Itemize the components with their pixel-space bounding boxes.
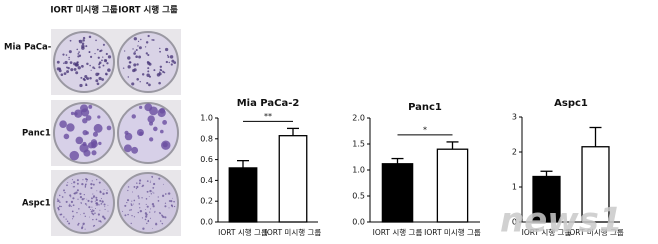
significance-label: ** [264, 112, 272, 121]
chart-title: Panc1 [408, 102, 442, 113]
plate [115, 100, 181, 166]
bar [436, 148, 469, 223]
bar [581, 146, 610, 223]
y-tick-label: 2 [512, 148, 517, 157]
y-tick-label: 1.0 [352, 166, 365, 175]
plate [51, 170, 117, 236]
plate [115, 29, 181, 95]
plate [51, 100, 117, 166]
y-tick-label: 3 [512, 113, 517, 122]
bar [381, 163, 414, 223]
column-label: IORT 미시행 그룹 [50, 5, 118, 16]
bar [532, 175, 561, 223]
y-tick-label: 2.0 [352, 114, 365, 123]
bar [278, 135, 308, 223]
y-tick-label: 0.0 [200, 218, 213, 227]
x-tick-label: IORT 미시행 그룹 [265, 227, 322, 237]
plate [115, 170, 181, 236]
y-tick-label: 1.0 [200, 114, 213, 123]
y-tick-label: 0.0 [352, 218, 365, 227]
significance-label: * [423, 125, 427, 134]
x-tick-label: IORT 시행 그룹 [373, 227, 423, 237]
y-tick-label: 0 [512, 218, 517, 227]
y-tick-label: 0.2 [200, 197, 213, 206]
x-tick-label: IORT 미시행 그룹 [567, 227, 624, 237]
row-label: Aspc1 [22, 199, 51, 209]
row-label: Panc1 [22, 129, 51, 139]
y-tick-label: 0.4 [200, 176, 213, 185]
y-tick-label: 0.8 [200, 134, 213, 143]
row-label: Mia PaCa-2 [4, 43, 57, 53]
y-tick-label: 1.5 [352, 140, 365, 149]
plate [51, 29, 117, 95]
x-tick-label: IORT 시행 그룹 [218, 227, 268, 237]
bar [228, 167, 258, 223]
x-tick-label: IORT 시행 그룹 [522, 227, 572, 237]
column-label: IORT 시행 그룹 [118, 5, 178, 16]
x-tick-label: IORT 미시행 그룹 [424, 227, 481, 237]
chart-title: Mia PaCa-2 [237, 98, 300, 109]
watermark: news1 [500, 201, 623, 241]
y-tick-label: 0.6 [200, 155, 213, 164]
chart-title: Aspc1 [554, 98, 588, 109]
y-tick-label: 0.5 [352, 192, 365, 201]
y-tick-label: 1 [512, 183, 517, 192]
plate-images [51, 29, 181, 236]
